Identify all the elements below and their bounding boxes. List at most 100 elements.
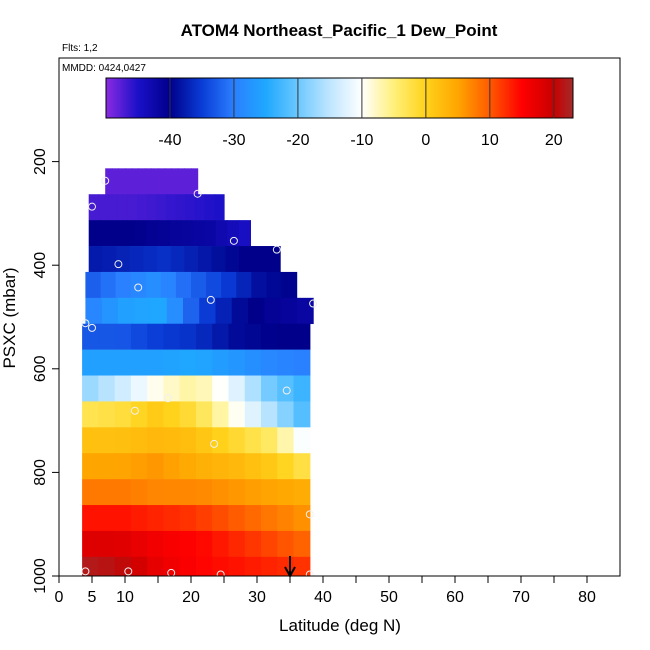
heatmap-cell	[264, 297, 282, 325]
heatmap-cell	[212, 556, 230, 576]
observation-point	[282, 386, 291, 395]
heatmap-cell	[228, 556, 246, 576]
heatmap-cell	[261, 556, 278, 576]
heatmap-cell	[206, 271, 222, 299]
y-tick-label: 800	[32, 459, 49, 486]
heatmap-cell	[82, 349, 99, 376]
heatmap-cell	[195, 427, 213, 454]
heatmap-cell	[192, 220, 205, 247]
heatmap-cell	[147, 505, 165, 532]
heatmap-cell	[98, 349, 116, 376]
heatmap-cell	[191, 271, 207, 299]
heatmap-cell	[228, 375, 246, 402]
heatmap-cell	[261, 453, 278, 480]
x-axis: 0 5 10 20 30 40 50 60 70 80	[55, 576, 596, 606]
observation-point	[305, 510, 314, 519]
heatmap-cell	[221, 271, 237, 299]
heatmap-cell	[293, 479, 311, 506]
heatmap-cell	[195, 556, 213, 576]
heatmap-cell	[130, 271, 147, 299]
observation-points	[81, 176, 318, 576]
heatmap-cell	[100, 220, 113, 247]
heatmap-cell	[244, 505, 262, 532]
heatmap-cell	[129, 246, 144, 273]
heatmap-cell	[163, 401, 181, 428]
heatmap-cell	[277, 479, 295, 506]
x-axis-label: Latitude (deg N)	[279, 616, 401, 635]
observation-point	[305, 570, 314, 576]
heatmap-cell	[147, 323, 165, 350]
heatmap-cell	[163, 427, 181, 454]
heatmap-cell	[261, 401, 278, 428]
heatmap-cell	[293, 323, 311, 350]
heatmap-cell	[115, 271, 132, 299]
x-tick-label: 20	[182, 589, 200, 606]
heatmap-cell	[212, 401, 230, 428]
heatmap-cell	[228, 530, 246, 558]
heatmap-cell	[175, 271, 192, 299]
heatmap-cell	[130, 349, 148, 376]
heatmap-cell	[228, 349, 246, 376]
heatmap-cell	[227, 220, 240, 247]
heatmap-cell	[293, 427, 311, 454]
observation-point	[134, 283, 143, 292]
heatmap-cell	[195, 530, 213, 558]
heatmap-cell	[117, 297, 135, 325]
heatmap-cell	[146, 220, 159, 247]
plot-frame	[58, 57, 621, 577]
heatmap-cell	[166, 194, 177, 221]
colorbar-ticks: -40 -30 -20 -10 0 10 20	[158, 78, 563, 149]
heatmap-cell	[130, 427, 148, 454]
observation-point	[229, 236, 238, 245]
x-tick-label: 60	[446, 589, 464, 606]
heatmap-cell	[163, 323, 181, 350]
heatmap-cell	[195, 401, 213, 428]
heatmap-cell	[130, 479, 148, 506]
heatmap-cells	[82, 168, 314, 576]
heatmap-cell	[293, 505, 311, 532]
heatmap-cell	[261, 427, 278, 454]
heatmap-cell	[261, 323, 278, 350]
heatmap-cell	[130, 401, 148, 428]
heatmap-cell	[244, 556, 262, 576]
heatmap-cell	[191, 168, 199, 195]
colorbar-tick-label: 20	[545, 132, 563, 149]
heatmap-cell	[130, 375, 148, 402]
heatmap-cell	[85, 297, 103, 325]
heatmap-cell	[212, 349, 230, 376]
heatmap-cell	[82, 323, 99, 350]
observation-point	[206, 295, 215, 304]
heatmap-cell	[147, 453, 165, 480]
heatmap-cell	[195, 194, 206, 221]
heatmap-cell	[177, 168, 185, 195]
heatmap-cell	[130, 530, 148, 558]
heatmap-cell	[212, 453, 230, 480]
heatmap-cell	[175, 194, 186, 221]
heatmap-cell	[114, 401, 132, 428]
heatmap-cell	[130, 323, 148, 350]
observation-point	[309, 299, 318, 308]
x-tick-label: 50	[380, 589, 398, 606]
observation-point	[88, 323, 96, 332]
heatmap-cell	[134, 220, 148, 247]
heatmap-cell	[277, 453, 295, 480]
x-tick-label: 70	[512, 589, 530, 606]
location-arrow	[284, 556, 296, 579]
heatmap-cell	[163, 479, 181, 506]
y-tick-label: 600	[32, 355, 49, 382]
heatmap-cell	[82, 453, 99, 480]
heatmap-cell	[228, 323, 246, 350]
colorbar-gradient	[105, 77, 574, 119]
heatmap-cell	[88, 194, 99, 221]
heatmap-cell	[151, 168, 159, 195]
observation-point	[81, 319, 90, 328]
heatmap-cell	[228, 505, 246, 532]
heatmap-cell	[164, 168, 172, 195]
heatmap-cell	[261, 479, 278, 506]
heatmap-cell	[296, 297, 314, 325]
heatmap-cell	[82, 427, 99, 454]
heatmap-cell	[212, 530, 230, 558]
heatmap-cell	[212, 323, 230, 350]
heatmap-cell	[266, 271, 283, 299]
heatmap-cell	[114, 349, 132, 376]
